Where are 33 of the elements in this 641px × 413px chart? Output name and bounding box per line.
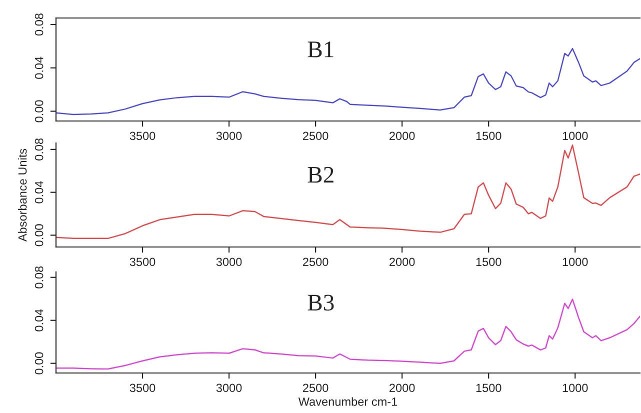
x-tick-label: 1000: [562, 258, 588, 266]
x-tick-label: 2000: [390, 384, 415, 392]
x-tick-label: 3500: [130, 258, 156, 266]
y-tick-label: 0.00: [34, 352, 44, 374]
x-tick-label: 3000: [216, 132, 242, 140]
y-tick-label: 0.04: [34, 309, 44, 332]
y-tick-label: 0.00: [34, 100, 44, 122]
y-tick-label: 0.04: [34, 181, 44, 204]
annotation: B3: [308, 294, 334, 311]
x-axis-title: Wavenumber cm-1: [298, 397, 398, 406]
x-tick-label: 1500: [476, 258, 502, 266]
x-tick-label: 3500: [130, 132, 156, 140]
x-tick-label: 3500: [130, 384, 156, 392]
x-tick-label: 1000: [562, 384, 588, 392]
annotation: B2: [308, 166, 334, 183]
x-tick-label: 2000: [390, 132, 415, 140]
y-tick-label: 0.08: [34, 14, 44, 36]
x-tick-label: 2000: [390, 258, 415, 266]
x-tick-label: 1500: [476, 384, 502, 392]
x-tick-label: 3000: [216, 258, 242, 266]
y-axis-title: Absorbance Units: [18, 148, 27, 242]
y-tick-label: 0.00: [34, 224, 44, 246]
x-tick-label: 1000: [562, 132, 588, 140]
y-tick-label: 0.08: [34, 138, 44, 160]
x-tick-label: 2500: [303, 132, 328, 140]
line-series: [56, 144, 640, 240]
x-tick-label: 2500: [303, 384, 328, 392]
y-tick-label: 0.08: [34, 266, 44, 288]
annotation: B1: [308, 42, 334, 58]
x-tick-label: 1500: [476, 132, 502, 140]
x-tick-label: 2500: [303, 258, 328, 266]
y-tick-label: 0.04: [34, 56, 44, 79]
x-tick-label: 3000: [216, 384, 242, 392]
